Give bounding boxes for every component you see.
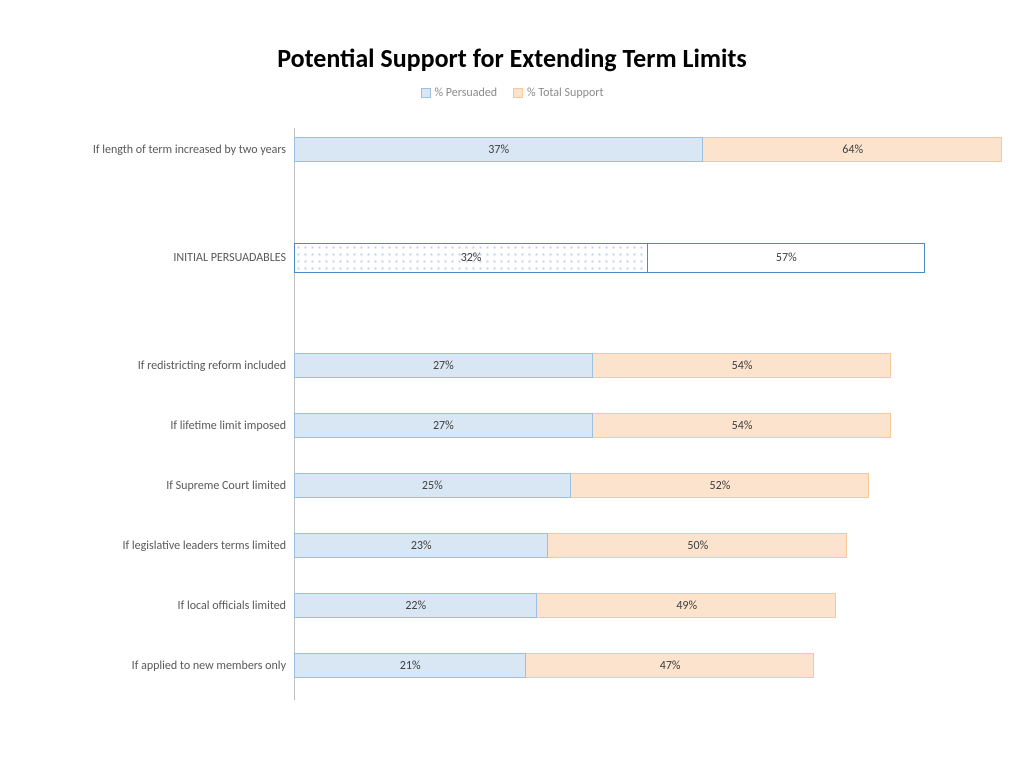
bar-row: If local officials limited 22%49% — [0, 593, 1024, 618]
chart-title: Potential Support for Extending Term Lim… — [0, 42, 1024, 74]
category-label: If length of term increased by two years — [93, 143, 286, 157]
value-label-persuaded: 32% — [294, 251, 648, 265]
value-label-total: 47% — [526, 659, 814, 673]
value-label-persuaded: 22% — [294, 599, 537, 613]
value-label-total: 49% — [537, 599, 836, 613]
bar-row: If Supreme Court limited 25%52% — [0, 473, 1024, 498]
legend-label: % Persuaded — [435, 86, 498, 100]
legend: % Persuaded % Total Support — [0, 86, 1024, 102]
legend-label: % Total Support — [527, 86, 603, 100]
value-label-persuaded: 21% — [294, 659, 526, 673]
category-label: INITIAL PERSUADABLES — [173, 251, 286, 265]
value-label-persuaded: 27% — [294, 419, 593, 433]
value-label-persuaded: 37% — [294, 143, 703, 157]
bar-row: INITIAL PERSUADABLES 32%57% — [0, 243, 1024, 273]
category-label: If lifetime limit imposed — [170, 419, 286, 433]
legend-swatch — [421, 88, 431, 98]
category-label: If local officials limited — [178, 599, 286, 613]
legend-item: % Persuaded — [421, 86, 498, 100]
value-label-persuaded: 25% — [294, 479, 571, 493]
value-label-persuaded: 23% — [294, 539, 548, 553]
bar-row: If legislative leaders terms limited 23%5… — [0, 533, 1024, 558]
value-label-total: 54% — [593, 419, 892, 433]
value-label-total: 54% — [593, 359, 892, 373]
category-label: If legislative leaders terms limited — [123, 539, 286, 553]
bar-row: If lifetime limit imposed 27%54% — [0, 413, 1024, 438]
value-label-total: 52% — [571, 479, 870, 493]
category-label: If applied to new members only — [132, 659, 286, 673]
legend-item: % Total Support — [513, 86, 603, 100]
value-label-persuaded: 27% — [294, 359, 593, 373]
category-label: If Supreme Court limited — [166, 479, 286, 493]
bar-row: If applied to new members only 21%47% — [0, 653, 1024, 678]
bar-row: If redistricting reform included 27%54% — [0, 353, 1024, 378]
category-label: If redistricting reform included — [138, 359, 286, 373]
value-label-total: 50% — [548, 539, 847, 553]
legend-swatch — [513, 88, 523, 98]
value-label-total: 57% — [648, 251, 925, 265]
value-label-total: 64% — [703, 143, 1002, 157]
chart-area: If length of term increased by two years… — [0, 128, 1024, 728]
bar-row: If length of term increased by two years… — [0, 137, 1024, 162]
